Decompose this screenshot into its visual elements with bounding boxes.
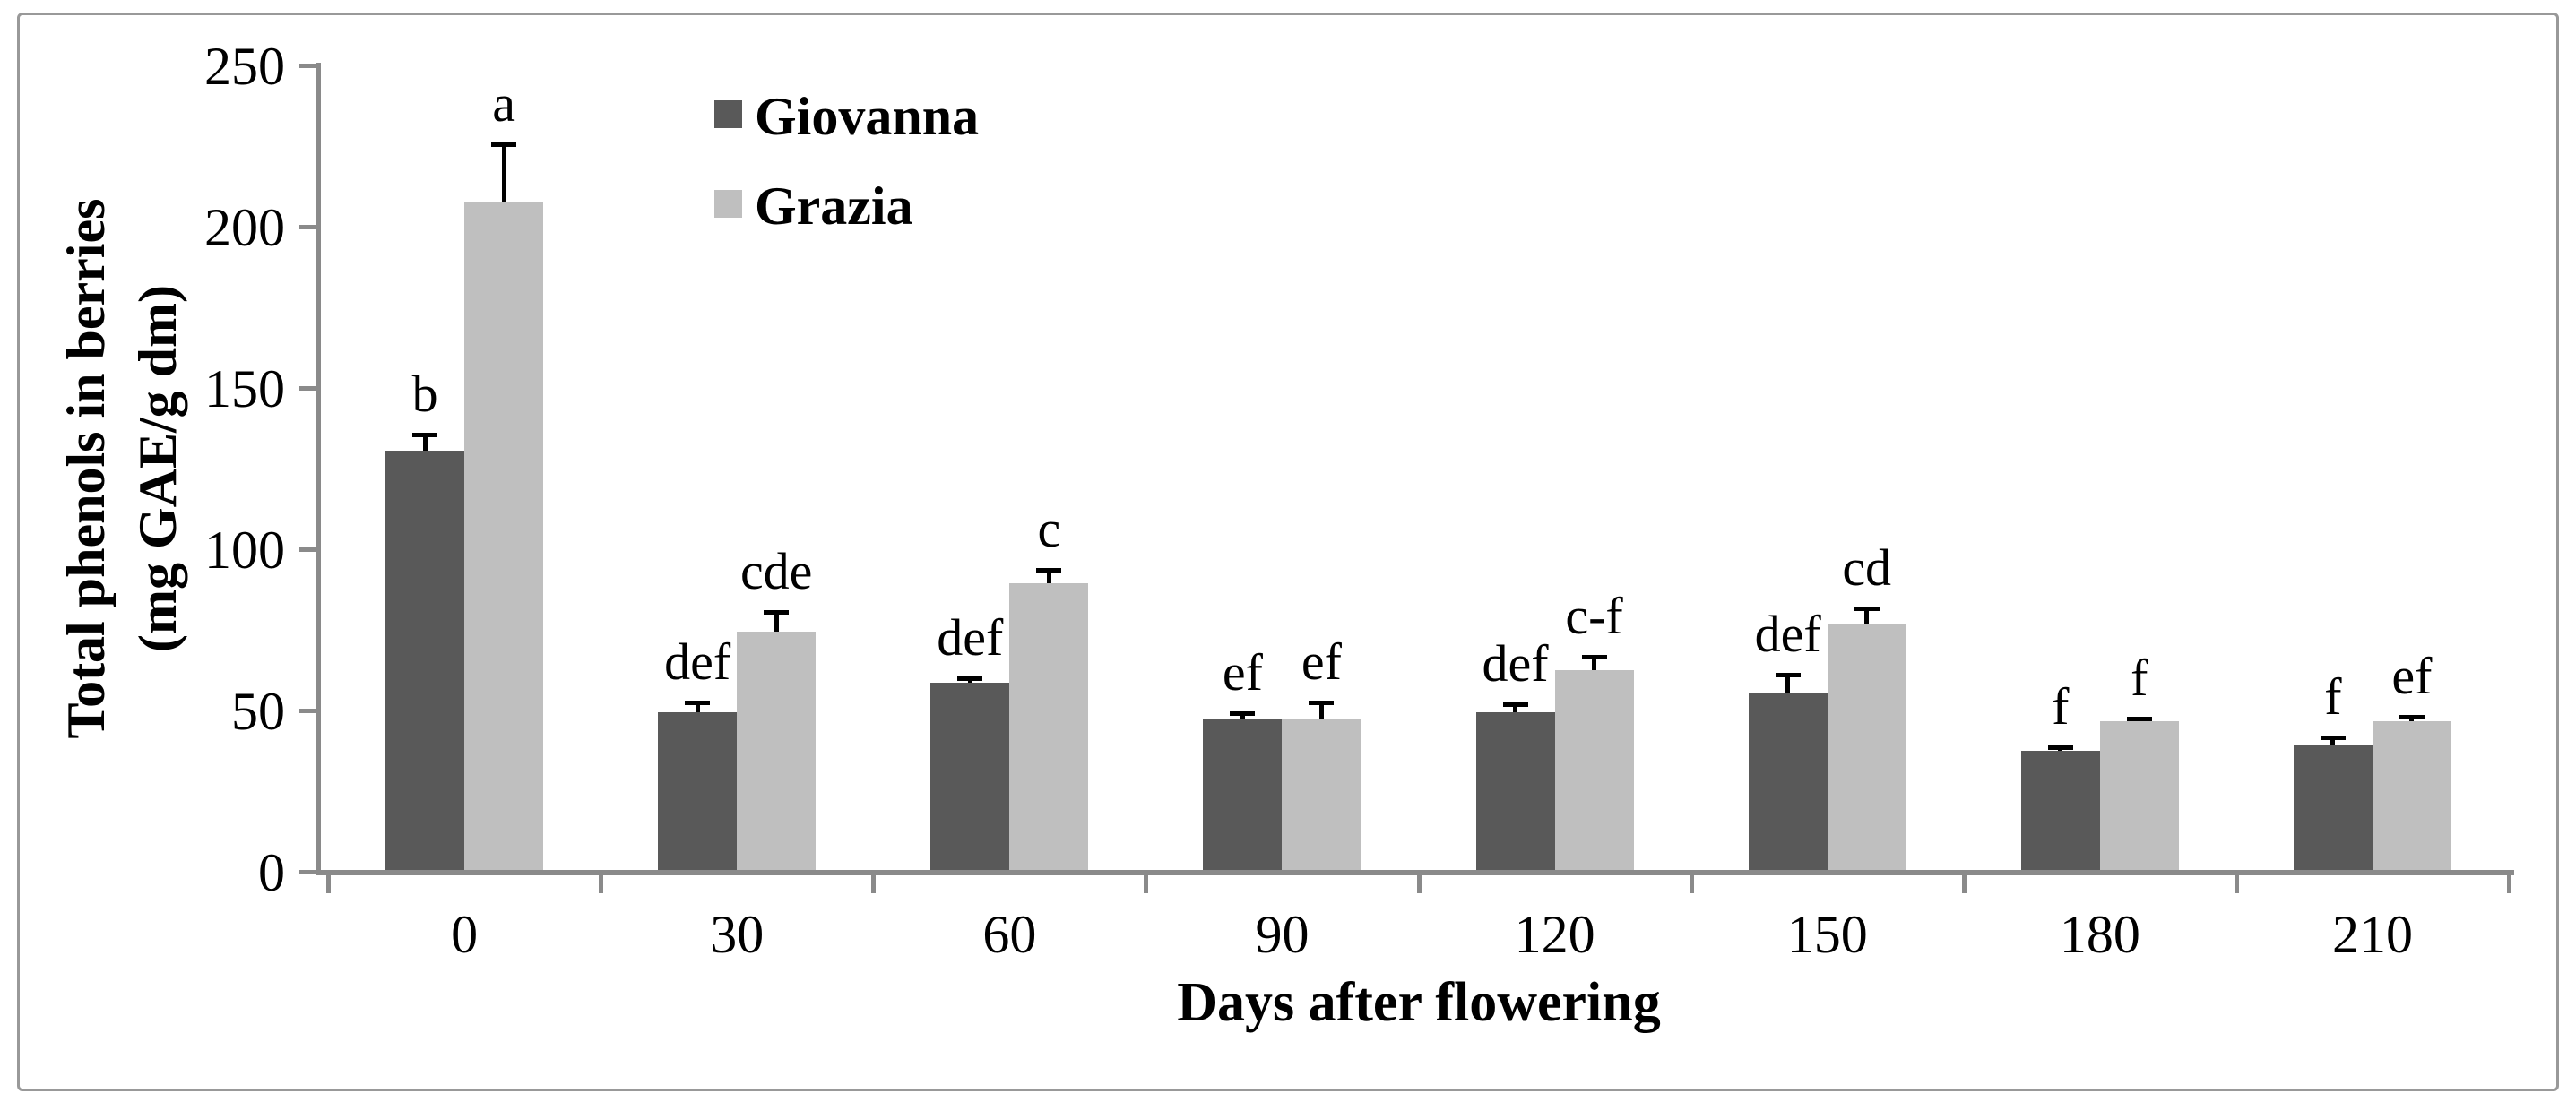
x-axis-tick xyxy=(599,875,604,893)
error-bar-cap xyxy=(1854,607,1880,612)
significance-letter: def xyxy=(1482,633,1549,693)
x-tick-label: 60 xyxy=(982,905,1037,964)
error-bar-whisker xyxy=(1864,608,1870,625)
significance-letter: f xyxy=(2131,648,2148,707)
y-axis-title: Total phenols in berries (mg GAE/g dm) xyxy=(50,199,194,739)
y-axis-tick xyxy=(299,64,316,68)
error-bar-whisker xyxy=(1318,702,1324,719)
error-bar-cap xyxy=(1502,702,1528,707)
error-bar-cap xyxy=(412,433,438,437)
significance-letter: f xyxy=(2052,677,2070,736)
y-axis-line xyxy=(316,63,321,875)
significance-letter: ef xyxy=(2391,647,2433,705)
significance-letter: a xyxy=(492,74,515,133)
bar-grazia-30 xyxy=(737,631,817,870)
significance-letter: def xyxy=(1754,605,1821,664)
error-bar-cap xyxy=(957,676,983,681)
significance-letter: ef xyxy=(1222,643,1263,702)
bar-grazia-180 xyxy=(2099,721,2179,870)
bar-giovanna-30 xyxy=(658,711,738,870)
error-bar-whisker xyxy=(1785,675,1791,693)
error-bar-cap xyxy=(1036,568,1062,573)
bar-grazia-150 xyxy=(1827,624,1906,870)
y-axis-title-line2: (mg GAE/g dm) xyxy=(128,285,187,652)
x-tick-label: 150 xyxy=(1786,905,1868,964)
error-bar-cap xyxy=(1309,700,1335,705)
x-axis-tick xyxy=(326,875,331,893)
error-bar-whisker xyxy=(774,612,779,632)
significance-letter: ef xyxy=(1301,632,1342,691)
x-tick-label: 90 xyxy=(1255,905,1310,964)
y-axis-tick xyxy=(299,870,316,874)
error-bar-whisker xyxy=(501,144,506,202)
x-axis-tick xyxy=(2507,875,2511,893)
x-tick-label: 30 xyxy=(710,905,765,964)
significance-letter: def xyxy=(664,632,731,691)
bar-grazia-0 xyxy=(464,202,544,870)
significance-letter: c xyxy=(1037,500,1061,559)
bar-grazia-90 xyxy=(1282,718,1361,870)
y-axis-tick xyxy=(299,547,316,552)
error-bar-cap xyxy=(764,610,790,615)
bar-giovanna-0 xyxy=(385,451,465,870)
x-axis-tick xyxy=(1416,875,1422,893)
significance-letter: cde xyxy=(739,542,813,600)
bar-giovanna-180 xyxy=(2020,750,2100,870)
legend-label-giovanna: Giovanna xyxy=(755,87,980,146)
error-bar-cap xyxy=(2399,715,2425,719)
x-tick-label: 210 xyxy=(2331,905,2413,964)
bar-giovanna-210 xyxy=(2293,744,2373,870)
x-axis-tick xyxy=(1689,875,1694,893)
error-bar-cap xyxy=(2126,716,2152,721)
significance-letter: cd xyxy=(1842,538,1892,598)
x-axis-title: Days after flowering xyxy=(1177,972,1661,1033)
y-tick-label: 250 xyxy=(204,37,285,96)
x-axis-line xyxy=(316,870,2514,875)
x-axis-tick xyxy=(2234,875,2239,893)
x-axis-tick xyxy=(1961,875,1967,893)
x-tick-label: 120 xyxy=(1514,905,1595,964)
y-tick-label: 0 xyxy=(258,843,285,902)
error-bar-whisker xyxy=(695,702,700,712)
y-axis-title-line1: Total phenols in berries xyxy=(56,198,116,739)
error-bar-cap xyxy=(685,700,711,705)
bar-grazia-210 xyxy=(2372,721,2451,870)
significance-letter: c-f xyxy=(1565,587,1623,646)
error-bar-whisker xyxy=(422,435,428,451)
y-tick-label: 100 xyxy=(204,521,285,580)
error-bar-whisker xyxy=(2330,737,2336,745)
y-axis-tick xyxy=(299,709,316,713)
x-axis-tick xyxy=(871,875,877,893)
bar-giovanna-90 xyxy=(1203,718,1283,870)
y-tick-label: 150 xyxy=(204,359,285,418)
significance-letter: b xyxy=(411,365,438,423)
significance-letter: f xyxy=(2324,667,2342,727)
y-tick-label: 50 xyxy=(231,682,285,741)
error-bar-cap xyxy=(1230,711,1256,717)
error-bar-cap xyxy=(1775,673,1801,678)
error-bar-whisker xyxy=(1592,657,1597,670)
x-axis-tick xyxy=(1144,875,1149,893)
error-bar-cap xyxy=(491,142,517,147)
y-axis-tick xyxy=(299,386,316,391)
error-bar-whisker xyxy=(1046,570,1051,583)
bar-grazia-60 xyxy=(1009,582,1089,870)
y-axis-tick xyxy=(299,225,316,229)
error-bar-cap xyxy=(2047,745,2073,751)
legend-swatch-grazia xyxy=(714,190,742,218)
y-tick-label: 200 xyxy=(204,198,285,257)
legend-label-grazia: Grazia xyxy=(755,176,913,236)
legend-swatch-giovanna xyxy=(714,100,742,128)
bar-giovanna-120 xyxy=(1475,711,1555,870)
error-bar-whisker xyxy=(1513,703,1518,712)
bar-grazia-120 xyxy=(1554,669,1634,870)
bar-giovanna-150 xyxy=(1748,693,1828,870)
error-bar-cap xyxy=(2320,736,2346,741)
x-tick-label: 180 xyxy=(2059,905,2140,964)
significance-letter: def xyxy=(937,607,1004,667)
error-bar-cap xyxy=(1581,655,1607,660)
x-tick-label: 0 xyxy=(451,905,479,964)
bar-giovanna-60 xyxy=(930,683,1010,870)
